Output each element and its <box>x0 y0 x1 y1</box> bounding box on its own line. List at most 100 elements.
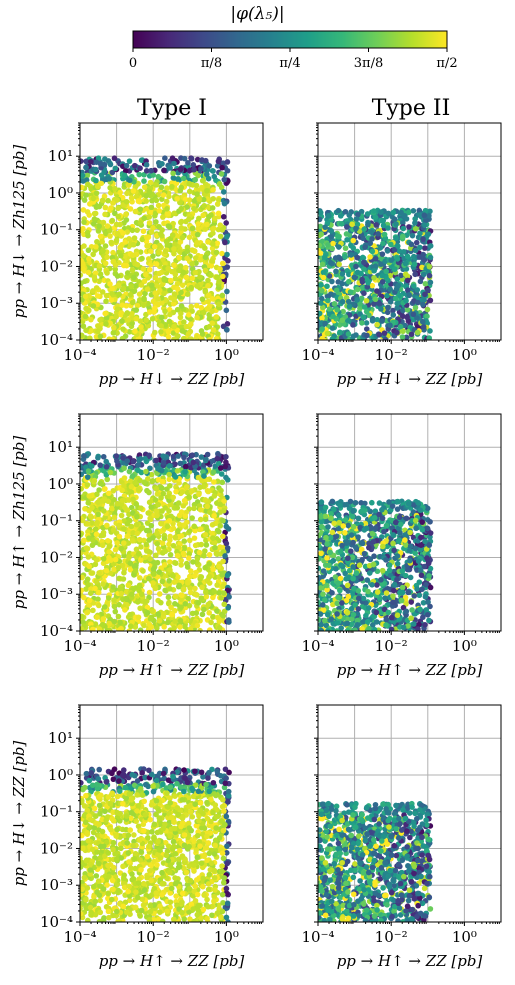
scatter-point <box>152 274 159 281</box>
scatter-point <box>209 258 215 264</box>
scatter-point <box>139 236 146 243</box>
scatter-point <box>152 552 159 559</box>
scatter-point <box>115 613 122 620</box>
scatter-point <box>395 498 401 505</box>
scatter-point <box>116 522 122 529</box>
scatter-point <box>100 555 107 562</box>
scatter-point <box>80 227 85 234</box>
scatter-point <box>138 505 144 511</box>
scatter-point <box>174 286 181 292</box>
scatter-point <box>135 551 142 557</box>
column-title-type-i: Type I <box>137 96 207 121</box>
scatter-point <box>113 313 120 320</box>
scatter-point <box>222 529 228 536</box>
scatter-point <box>388 257 395 263</box>
scatter-point <box>96 487 102 493</box>
scatter-point <box>180 175 187 182</box>
x-tick-label: 10⁻² <box>137 346 170 364</box>
colorbar-tick-label: 0 <box>129 56 137 71</box>
scatter-point <box>156 617 163 624</box>
scatter-point <box>184 244 191 251</box>
scatter-point <box>96 263 103 269</box>
scatter-point <box>342 245 349 252</box>
scatter-point <box>143 317 150 323</box>
scatter-point <box>192 585 198 592</box>
scatter-point <box>367 556 374 563</box>
scatter-point <box>86 255 92 262</box>
scatter-point <box>165 619 171 626</box>
scatter-point <box>200 309 207 316</box>
scatter-point <box>398 272 404 279</box>
scatter-point <box>163 238 170 245</box>
scatter-point <box>107 184 113 191</box>
scatter-point <box>362 244 368 250</box>
scatter-point <box>81 537 87 544</box>
scatter-point <box>188 303 195 310</box>
scatter-point <box>197 627 203 631</box>
scatter-point <box>420 271 427 278</box>
scatter-point <box>393 221 399 227</box>
scatter-point <box>221 590 227 596</box>
scatter-point <box>117 252 124 259</box>
scatter-point <box>410 283 417 289</box>
scatter-point <box>210 566 216 573</box>
scatter-point <box>155 296 161 302</box>
scatter-point <box>400 328 406 335</box>
scatter-point <box>211 493 218 499</box>
scatter-point <box>379 278 386 285</box>
scatter-point <box>124 190 130 197</box>
scatter-point <box>172 241 178 247</box>
scatter-point <box>84 181 91 188</box>
scatter-point <box>84 576 91 582</box>
scatter-point <box>159 540 166 546</box>
scatter-point <box>211 512 217 519</box>
scatter-point <box>112 185 118 192</box>
scatter-point <box>371 301 377 307</box>
scatter-point <box>330 601 336 608</box>
scatter-point <box>199 584 205 591</box>
scatter-point <box>152 585 159 592</box>
scatter-point <box>422 207 429 214</box>
scatter-point <box>188 284 194 291</box>
scatter-point <box>387 241 394 248</box>
scatter-point <box>101 161 108 168</box>
scatter-point <box>87 201 93 207</box>
scatter-point <box>141 537 147 544</box>
scatter-point <box>93 578 100 585</box>
scatter-point <box>337 213 344 219</box>
scatter-point <box>90 626 96 631</box>
scatter-point <box>378 209 384 215</box>
scatter-point <box>210 469 217 476</box>
scatter-point <box>93 190 100 196</box>
scatter-point <box>116 575 122 582</box>
scatter-point <box>427 208 433 215</box>
scatter-point <box>80 532 84 538</box>
scatter-point <box>422 291 428 298</box>
scatter-point <box>224 327 230 333</box>
scatter-point <box>148 282 155 289</box>
scatter-point <box>353 332 359 338</box>
scatter-point <box>148 204 155 211</box>
x-tick-label: 10⁰ <box>214 346 239 364</box>
scatter-point <box>147 309 153 315</box>
scatter-point <box>155 249 162 256</box>
scatter-point <box>209 205 216 211</box>
scatter-point <box>319 326 325 332</box>
scatter-point <box>347 289 354 295</box>
scatter-point <box>213 314 220 320</box>
scatter-point <box>214 582 220 588</box>
scatter-point <box>179 234 186 241</box>
scatter-point <box>363 326 370 332</box>
scatter-point <box>137 165 143 171</box>
scatter-point <box>337 256 344 262</box>
scatter-point <box>102 211 108 218</box>
scatter-point <box>143 192 150 199</box>
scatter-point <box>414 329 421 336</box>
scatter-point <box>361 266 367 272</box>
scatter-point <box>331 301 338 307</box>
scatter-point <box>201 473 207 479</box>
scatter-point <box>421 257 428 263</box>
scatter-point <box>354 297 360 303</box>
scatter-point <box>137 206 144 213</box>
scatter-point <box>136 297 143 303</box>
